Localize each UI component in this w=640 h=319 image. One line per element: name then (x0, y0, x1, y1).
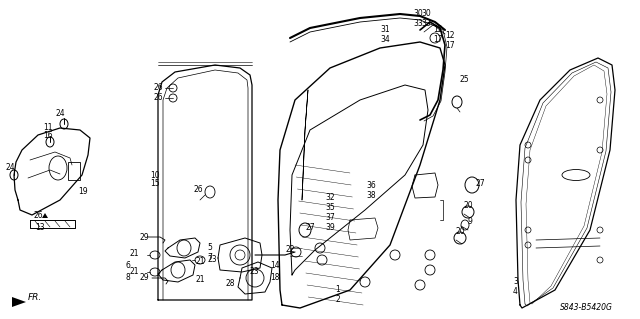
Text: 2: 2 (335, 294, 340, 303)
Text: 36: 36 (366, 181, 376, 189)
Text: 17: 17 (433, 34, 443, 43)
Text: 20: 20 (464, 201, 474, 210)
Text: 11: 11 (43, 122, 52, 131)
Text: 27: 27 (306, 224, 316, 233)
Text: 8: 8 (125, 273, 130, 283)
Text: 17: 17 (445, 41, 454, 49)
Text: 34: 34 (380, 35, 390, 44)
Text: S843-B5420G: S843-B5420G (560, 303, 613, 313)
Text: 7: 7 (207, 254, 212, 263)
Text: 29: 29 (140, 233, 150, 241)
Text: 20: 20 (456, 227, 466, 236)
Text: 5: 5 (207, 243, 212, 253)
Text: 31: 31 (380, 26, 390, 34)
Polygon shape (42, 213, 48, 218)
Text: 30: 30 (413, 10, 423, 19)
Text: 3: 3 (513, 278, 518, 286)
Text: 21: 21 (130, 266, 140, 276)
Text: 21: 21 (196, 257, 205, 266)
Text: 25: 25 (460, 76, 470, 85)
Text: 23: 23 (250, 268, 260, 277)
Text: 6: 6 (125, 262, 130, 271)
Text: 23: 23 (208, 256, 218, 264)
Text: 24: 24 (5, 164, 15, 173)
Text: 26: 26 (153, 84, 163, 93)
Text: 22: 22 (285, 244, 294, 254)
Text: 4: 4 (513, 286, 518, 295)
Text: 33: 33 (413, 19, 423, 27)
Text: 12: 12 (445, 31, 454, 40)
Text: 24: 24 (56, 108, 66, 117)
Text: 9: 9 (467, 218, 472, 226)
Text: 38: 38 (366, 191, 376, 201)
Text: FR.: FR. (28, 293, 42, 301)
Text: 33: 33 (421, 19, 431, 27)
Text: 26: 26 (194, 186, 204, 195)
Text: 27: 27 (475, 179, 484, 188)
Text: 10: 10 (150, 170, 159, 180)
Text: 13: 13 (35, 224, 45, 233)
Bar (68, 162, 80, 180)
Polygon shape (12, 297, 26, 307)
Text: 35: 35 (325, 204, 335, 212)
Text: 18: 18 (270, 272, 280, 281)
Text: 21: 21 (130, 249, 140, 258)
Text: 32: 32 (325, 192, 335, 202)
Text: 30: 30 (421, 10, 431, 19)
Text: 12: 12 (433, 26, 442, 34)
Text: 14: 14 (270, 261, 280, 270)
Text: 37: 37 (325, 213, 335, 222)
Text: 15: 15 (150, 180, 159, 189)
Text: 21: 21 (195, 276, 205, 285)
Text: 19: 19 (78, 188, 88, 197)
Text: 29: 29 (140, 273, 150, 283)
Text: 1: 1 (335, 286, 340, 294)
Text: 16: 16 (43, 131, 52, 140)
Text: 39: 39 (325, 224, 335, 233)
Text: 26: 26 (33, 211, 43, 219)
Text: 28: 28 (226, 278, 236, 287)
Text: 26: 26 (153, 93, 163, 102)
